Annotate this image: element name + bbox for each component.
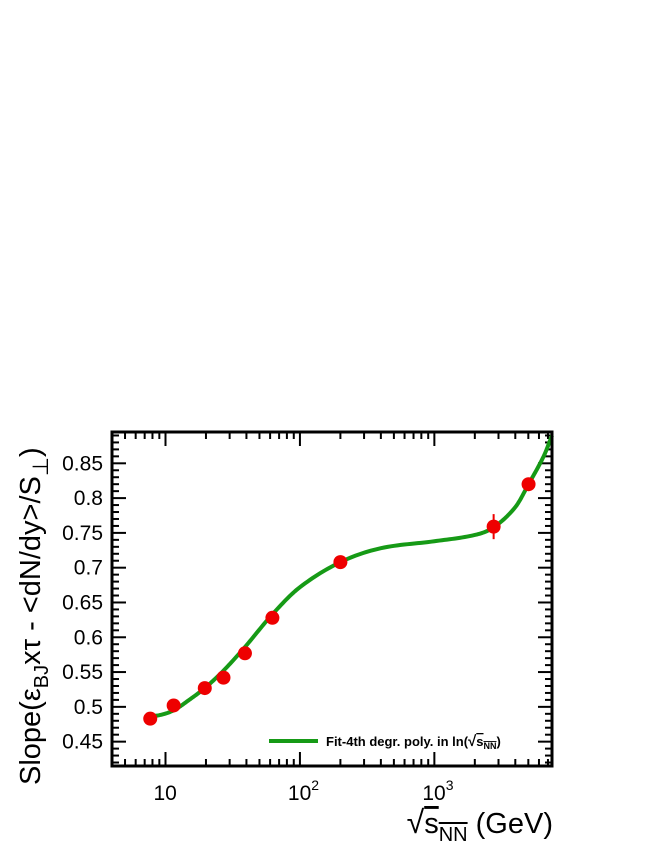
y-tick-label: 0.8	[74, 487, 103, 510]
data-point	[333, 555, 348, 570]
data-point	[237, 646, 252, 661]
legend-label-text: Fit-4th degr. poly. in ln(	[326, 734, 469, 749]
x-axis-title: √sNN (GeV)	[407, 804, 553, 846]
y-tick-label: 0.75	[62, 522, 103, 545]
data-point	[216, 670, 231, 685]
y-tick-label: 0.7	[74, 557, 103, 580]
data-point	[486, 519, 501, 534]
y-title-sub1: BJ	[31, 665, 53, 688]
data-point	[143, 711, 158, 726]
data-point	[166, 698, 181, 713]
y-tick-label: 0.85	[62, 452, 103, 475]
x-tick-label-base: 10	[153, 782, 176, 805]
x-tick-label: 102	[288, 777, 319, 805]
x-tick-label: 103	[422, 777, 453, 805]
legend-sub: NN	[484, 741, 497, 751]
axis-ticks	[111, 432, 552, 766]
x-tick-label-exponent: 3	[446, 777, 454, 793]
data-points	[143, 477, 536, 726]
legend-label: Fit-4th degr. poly. in ln(√sNN)	[326, 733, 501, 751]
y-title-p2: xτ - <dN/dy>/S	[15, 476, 47, 665]
x-title-unit: (GeV)	[468, 808, 553, 840]
data-point	[521, 477, 536, 492]
data-point	[265, 610, 280, 625]
y-title-p3: )	[15, 447, 47, 457]
y-tick-labels: 0.45 0.5 0.55 0.6 0.65 0.7 0.75 0.8 0.85	[62, 452, 103, 753]
x-tick-label-base: 10	[422, 782, 445, 805]
plot-frame	[110, 430, 554, 768]
legend-root: √	[468, 733, 477, 750]
y-title-sub2: ⊥	[28, 457, 53, 476]
x-tick-label-exponent: 2	[311, 777, 319, 793]
y-tick-label: 0.55	[62, 661, 103, 684]
x-tick-label: 10	[153, 782, 176, 805]
y-title-p1: Slope(	[15, 701, 47, 785]
legend: Fit-4th degr. poly. in ln(√sNN)	[269, 733, 501, 751]
data-point	[197, 681, 212, 696]
fit-curve	[148, 434, 554, 718]
x-title-s: s	[424, 808, 439, 840]
x-title-sub: NN	[439, 824, 468, 846]
x-tick-label-base: 10	[288, 782, 311, 805]
legend-close: )	[497, 734, 501, 749]
y-tick-label: 0.65	[62, 591, 103, 614]
x-tick-labels: 10 102 103	[153, 777, 453, 805]
y-axis-title: Slope(εBJxτ - <dN/dy>/S⊥)	[15, 447, 53, 785]
y-title-eps: ε	[15, 688, 47, 701]
y-tick-label: 0.45	[62, 731, 103, 754]
x-title-root: √	[407, 804, 425, 840]
y-tick-label: 0.5	[74, 696, 103, 719]
legend-s: s	[476, 734, 483, 749]
y-tick-label: 0.6	[74, 626, 103, 649]
